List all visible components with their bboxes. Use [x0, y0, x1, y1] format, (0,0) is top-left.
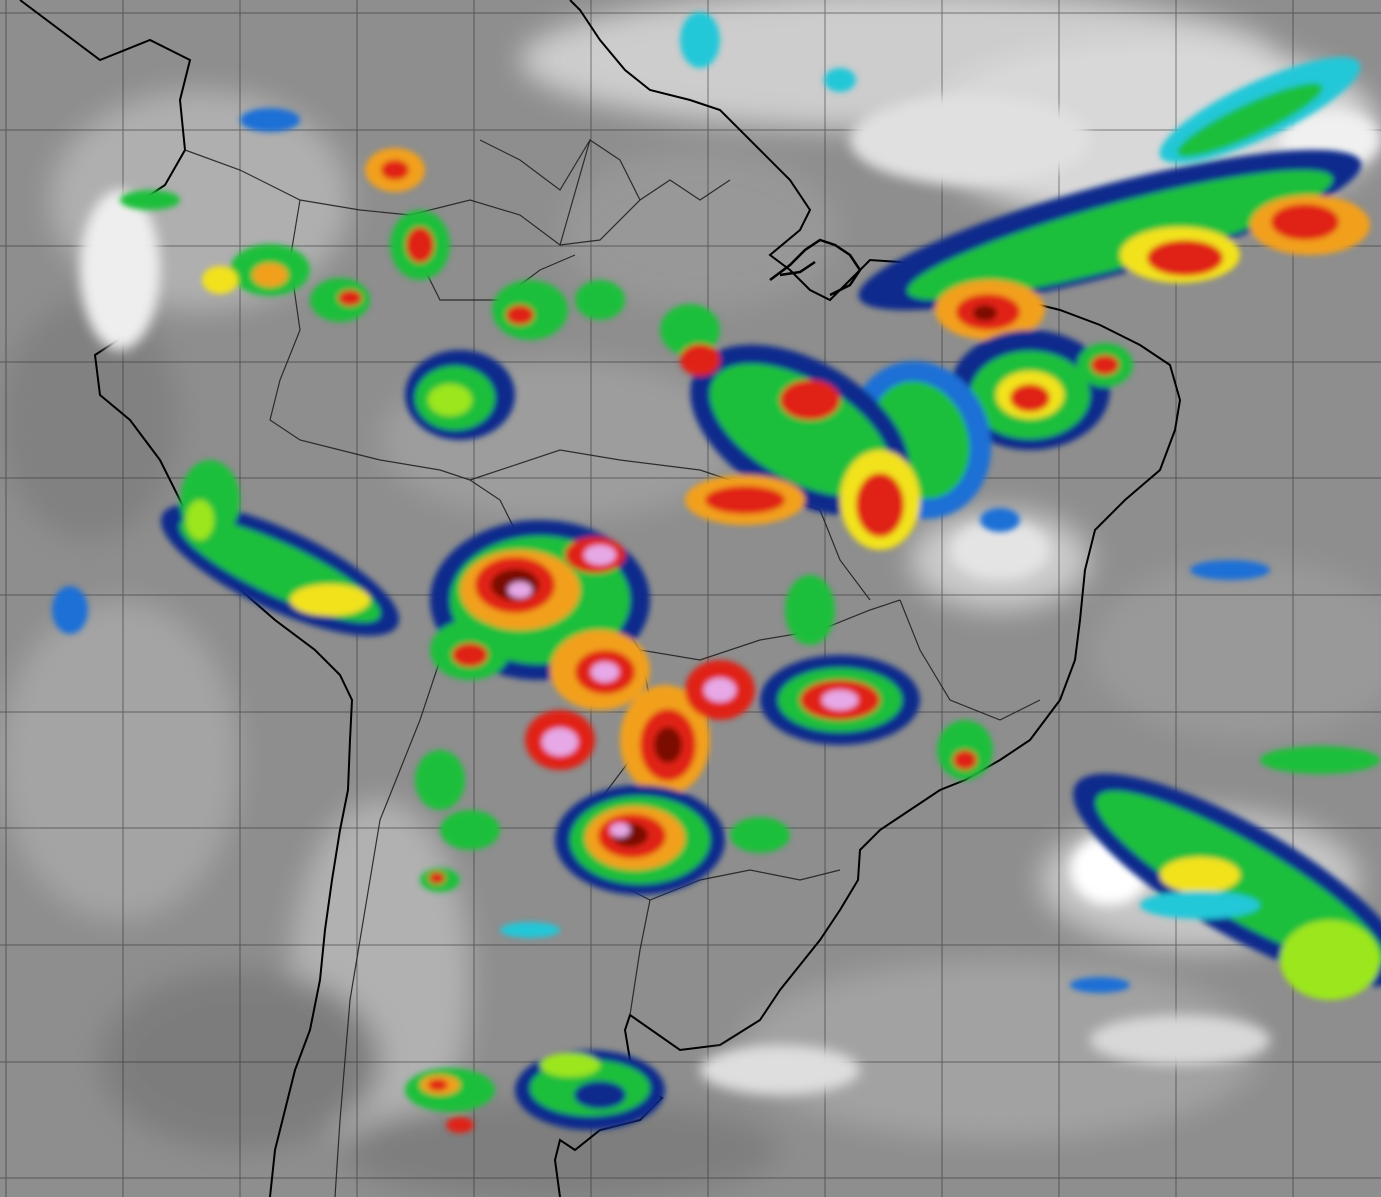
convection-central: [685, 344, 920, 550]
convection-south-storm: [555, 785, 790, 895]
convection-southeast: [760, 575, 993, 780]
convection-itcz: [858, 57, 1370, 340]
coastline: [19, 0, 1182, 1197]
convection-amazon: [202, 148, 720, 440]
convection-scattered: [52, 12, 1270, 993]
enhanced-convection: [52, 12, 1381, 1133]
amazon-river-mouth: [769, 238, 862, 297]
white-cloud-tops: [80, 95, 1380, 1095]
convection-severe-cluster: [430, 520, 755, 795]
convection-atlantic-front: [1073, 746, 1381, 1000]
convection-andes: [160, 460, 400, 636]
convection-patagonia: [405, 1050, 665, 1133]
